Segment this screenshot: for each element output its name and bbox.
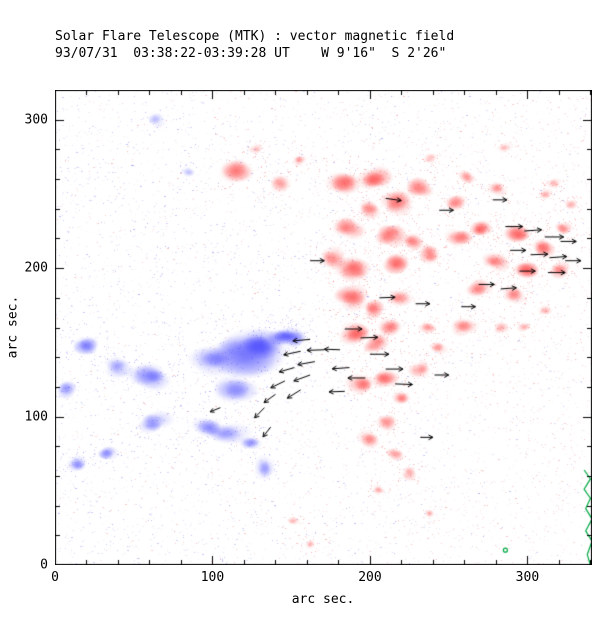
plot-title: Solar Flare Telescope (MTK) : vector mag… [55, 29, 455, 44]
y-tick-label: 0 [40, 557, 48, 573]
x-tick-label: 300 [515, 570, 540, 585]
x-axis-label: arc sec. [291, 592, 355, 607]
y-axis-label: arc sec. [5, 295, 21, 359]
magnetogram-canvas [55, 90, 592, 565]
plot-subtitle: 93/07/31 03:38:22-03:39:28 UT W 9'16" S … [55, 46, 447, 61]
plot-area [55, 90, 592, 565]
x-tick-label: 100 [200, 570, 225, 585]
y-tick-label: 100 [24, 409, 48, 425]
x-tick-label: 200 [358, 570, 382, 585]
x-tick-label: 0 [51, 570, 59, 585]
y-tick-label: 200 [24, 260, 48, 276]
y-tick-label: 300 [24, 112, 48, 128]
